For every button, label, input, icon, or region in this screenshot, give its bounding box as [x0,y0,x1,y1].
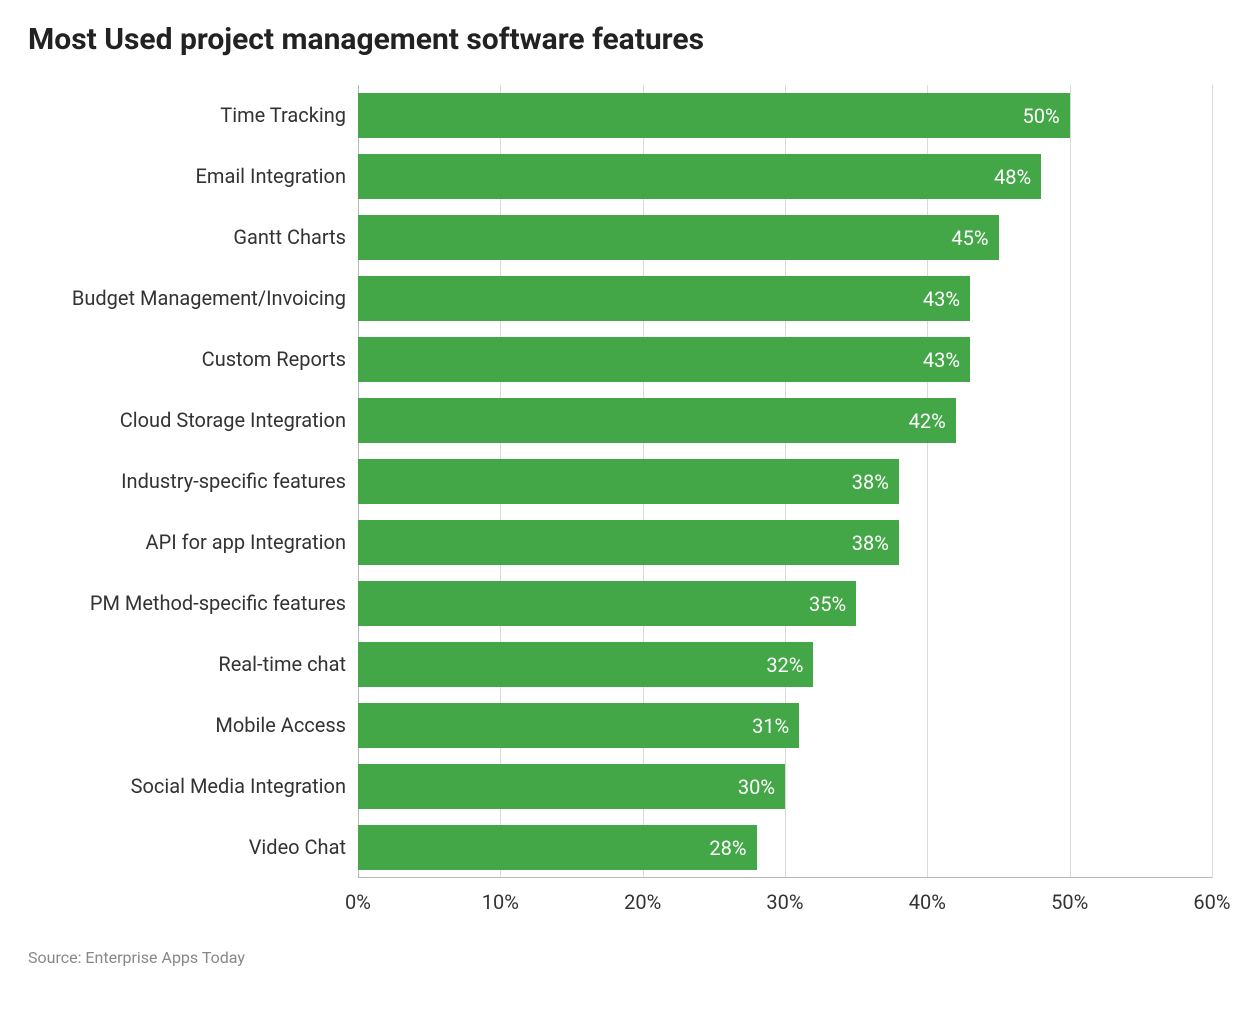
y-axis-label: Real-time chat [28,634,358,695]
bar-row: 38% [358,451,1212,512]
bar-value-label: 42% [909,409,946,433]
bar: 48% [358,154,1041,199]
y-axis-label: PM Method-specific features [28,573,358,634]
y-axis-label: Budget Management/Invoicing [28,268,358,329]
x-axis-tick: 50% [1051,890,1088,914]
bar-row: 32% [358,634,1212,695]
bar-row: 50% [358,85,1212,146]
bar-value-label: 31% [752,714,789,738]
y-axis-label: API for app Integration [28,512,358,573]
bar: 35% [358,581,856,626]
bar-row: 30% [358,756,1212,817]
bar: 30% [358,764,785,809]
bar: 43% [358,337,970,382]
y-axis-label: Mobile Access [28,695,358,756]
y-axis-label: Email Integration [28,146,358,207]
x-axis-tick: 10% [482,890,519,914]
bar-row: 28% [358,817,1212,878]
bar-value-label: 38% [852,470,889,494]
bar-row: 45% [358,207,1212,268]
bar-value-label: 38% [852,531,889,555]
source-label: Source: Enterprise Apps Today [28,948,1212,967]
bar-row: 38% [358,512,1212,573]
bar-row: 35% [358,573,1212,634]
bar-value-label: 32% [766,653,803,677]
bar-value-label: 50% [1023,104,1060,128]
bar-row: 48% [358,146,1212,207]
plot-wrap: 50%48%45%43%43%42%38%38%35%32%31%30%28% … [358,85,1212,916]
chart-container: Most Used project management software fe… [0,0,1240,987]
bar: 28% [358,825,757,870]
y-axis-label: Time Tracking [28,85,358,146]
x-axis-tick: 30% [766,890,803,914]
bars-group: 50% 48% 45% 43% 43% 42% 38% 38% 35% 32% 31% 30% 28% [358,85,1212,878]
bar: 31% [358,703,799,748]
x-axis-tick: 0% [345,890,371,914]
chart-area: Time TrackingEmail IntegrationGantt Char… [28,85,1212,916]
bar-value-label: 43% [923,287,960,311]
gridline [1212,85,1213,878]
bar: 45% [358,215,999,260]
bar-row: 43% [358,268,1212,329]
y-axis-labels: Time TrackingEmail IntegrationGantt Char… [28,85,358,878]
bar-row: 43% [358,329,1212,390]
chart-title: Most Used project management software fe… [28,22,1212,57]
bar-row: 42% [358,390,1212,451]
y-axis-label: Industry-specific features [28,451,358,512]
plot-area: 50% 48% 45% 43% 43% 42% 38% 38% 35% 32% 31% 30% 28% [358,85,1212,878]
bar: 38% [358,459,899,504]
x-axis-ticks: 0%10%20%30%40%50%60% [358,886,1212,916]
bar: 32% [358,642,813,687]
bar-value-label: 35% [809,592,846,616]
bar-value-label: 28% [709,836,746,860]
y-axis-label: Social Media Integration [28,756,358,817]
y-axis-label: Custom Reports [28,329,358,390]
bar-row: 31% [358,695,1212,756]
bar: 50% [358,93,1070,138]
x-axis-tick: 60% [1193,890,1230,914]
bar-value-label: 45% [951,226,988,250]
y-axis-label: Cloud Storage Integration [28,390,358,451]
bar-value-label: 30% [738,775,775,799]
bar-value-label: 48% [994,165,1031,189]
bar: 43% [358,276,970,321]
y-axis-label: Video Chat [28,817,358,878]
bar-value-label: 43% [923,348,960,372]
bar: 38% [358,520,899,565]
x-axis-tick: 20% [624,890,661,914]
x-axis-tick: 40% [909,890,946,914]
bar: 42% [358,398,956,443]
y-axis-label: Gantt Charts [28,207,358,268]
